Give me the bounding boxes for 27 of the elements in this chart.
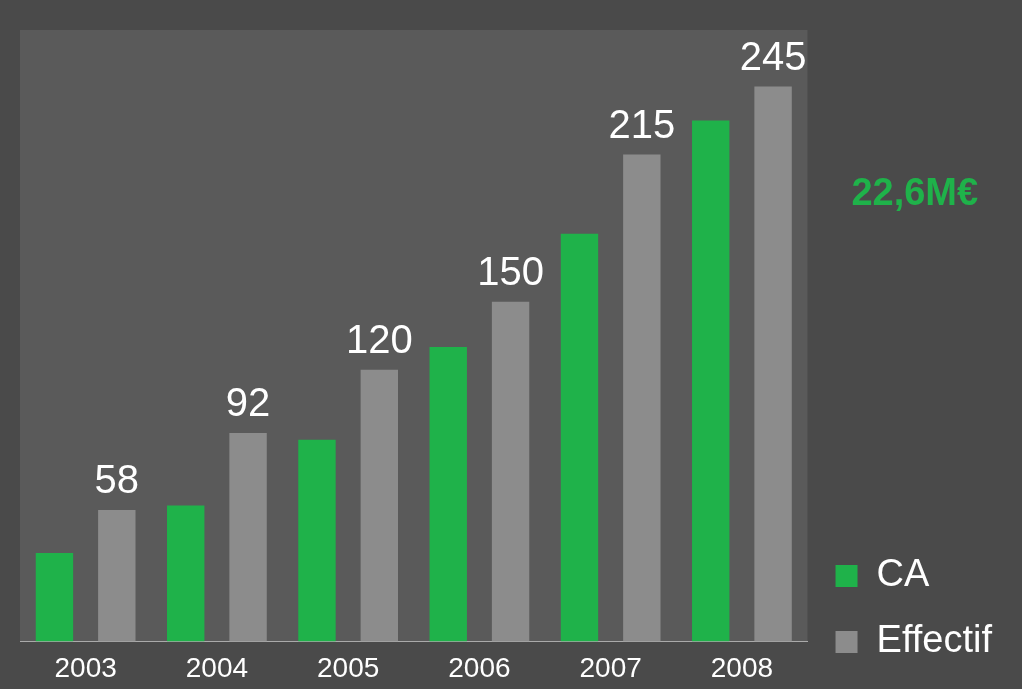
data-label: 92 xyxy=(225,380,271,425)
bar xyxy=(623,154,661,642)
x-tick-label: 2003 xyxy=(54,651,117,683)
bar xyxy=(754,86,792,642)
legend-label: Effectif xyxy=(876,618,993,661)
x-tick-label: 2005 xyxy=(316,651,380,683)
x-tick-label: 2004 xyxy=(185,651,249,683)
bar xyxy=(360,369,399,642)
data-label: 215 xyxy=(608,101,676,146)
bar xyxy=(35,553,74,642)
x-tick-label: 2007 xyxy=(579,651,642,683)
data-label: 120 xyxy=(345,316,413,361)
bar xyxy=(229,433,267,642)
x-tick-label: 2006 xyxy=(448,651,511,683)
bar xyxy=(298,439,336,642)
bar xyxy=(167,505,205,642)
data-label: 150 xyxy=(477,248,544,293)
text: 22,6M€ xyxy=(851,171,979,214)
bar xyxy=(692,120,730,642)
legend-label: CA xyxy=(876,552,930,595)
data-label: 58 xyxy=(94,457,140,502)
bar xyxy=(491,301,530,642)
bar xyxy=(560,233,599,642)
data-label: 245 xyxy=(739,33,807,78)
x-tick-label: 2008 xyxy=(710,651,774,683)
bar xyxy=(429,347,467,642)
bar xyxy=(98,510,136,642)
